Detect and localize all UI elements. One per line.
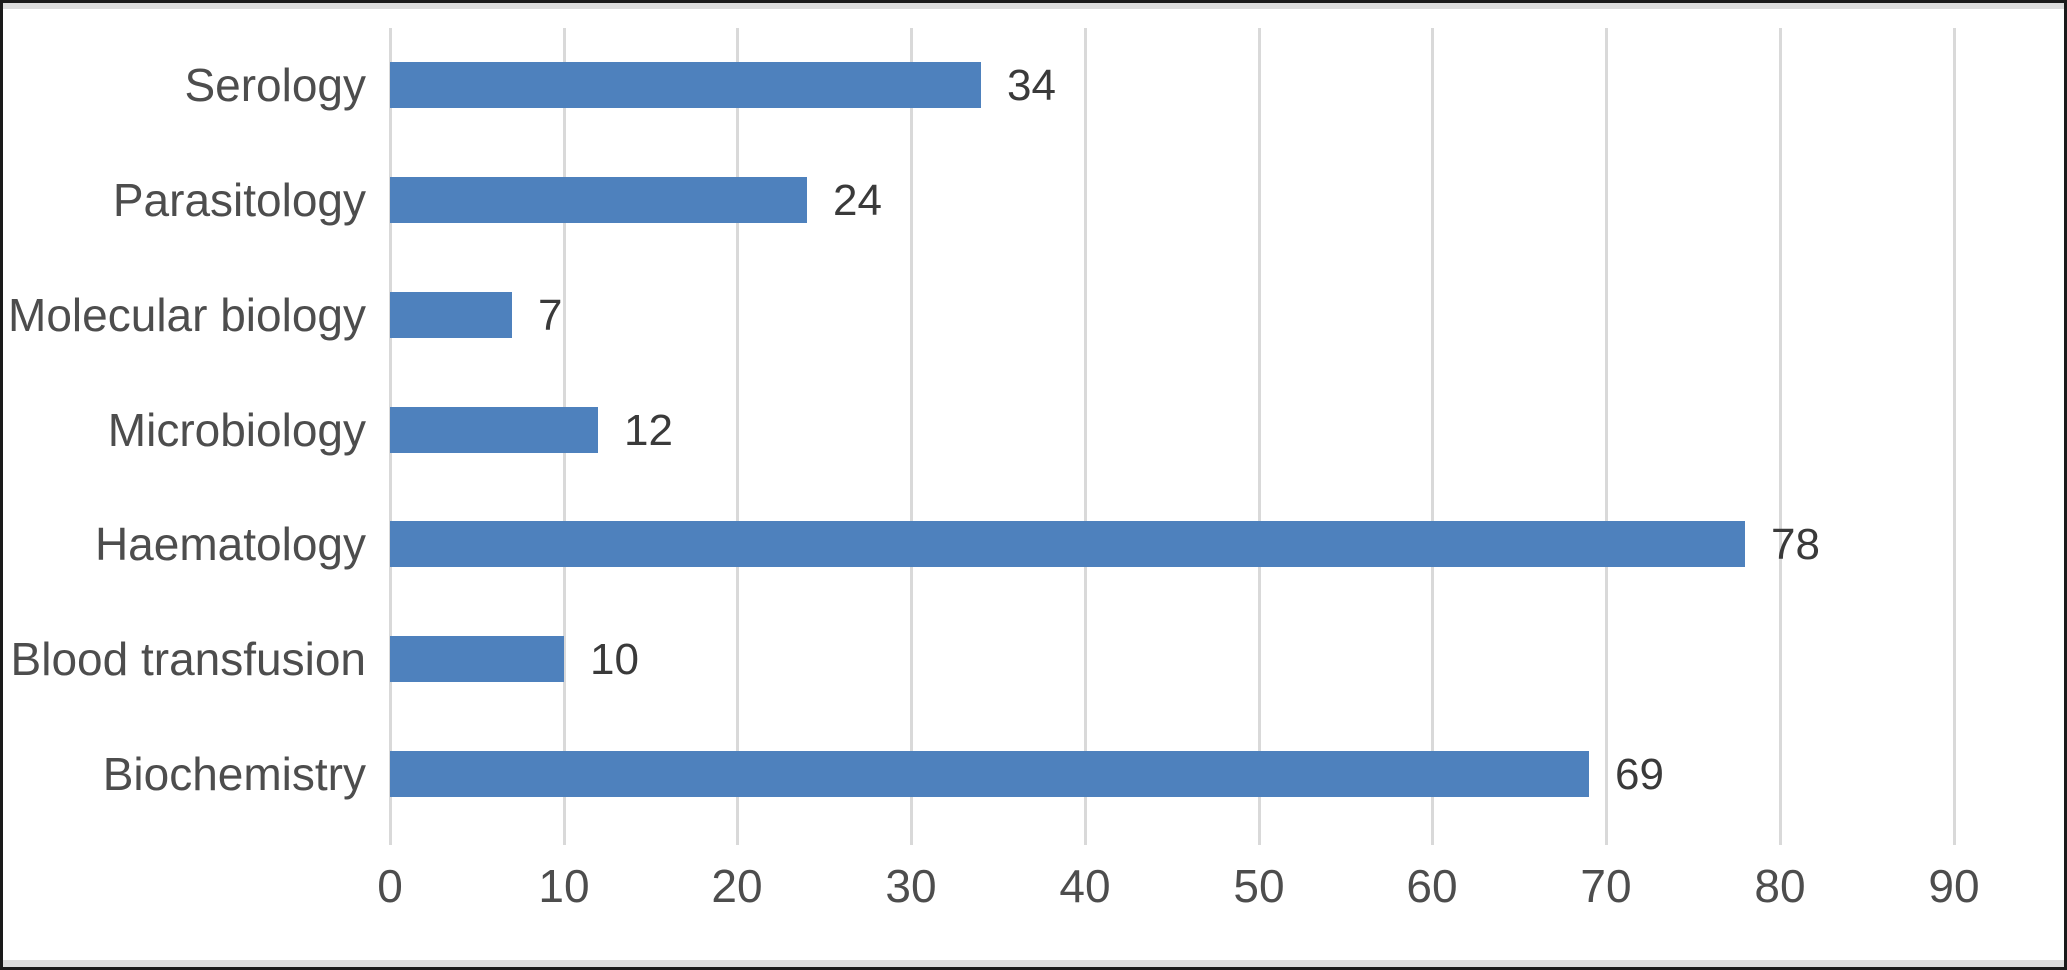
gridline-x-60 <box>1431 28 1434 845</box>
bar-chart-plot-area[interactable]: 0 10 20 30 40 50 60 70 80 90 Serology 34 Parasitolog… <box>8 28 2023 909</box>
x-axis-tick-label: 10 <box>538 860 590 912</box>
bar-microbiology[interactable] <box>390 407 598 453</box>
x-axis-tick-label: 70 <box>1580 860 1632 912</box>
x-axis-tick-label: 0 <box>377 860 403 912</box>
bar-parasitology[interactable] <box>390 177 807 223</box>
gridline-x-90 <box>1953 28 1956 845</box>
bar-haematology[interactable] <box>390 521 1745 567</box>
category-label: Serology <box>184 59 366 111</box>
bar-molecular-biology[interactable] <box>390 292 512 338</box>
value-label: 34 <box>1007 61 1056 110</box>
x-axis-tick-label: 30 <box>885 860 937 912</box>
value-label: 12 <box>624 406 673 455</box>
category-label: Blood transfusion <box>10 633 366 685</box>
bar-serology[interactable] <box>390 62 981 108</box>
gridline-x-40 <box>1084 28 1087 845</box>
value-label: 69 <box>1615 750 1664 799</box>
x-axis-tick-label: 60 <box>1406 860 1458 912</box>
value-label: 78 <box>1771 520 1820 569</box>
bar-biochemistry[interactable] <box>390 751 1589 797</box>
x-axis-tick-label: 90 <box>1928 860 1980 912</box>
bar-blood-transfusion[interactable] <box>390 636 564 682</box>
x-axis-tick-label: 20 <box>711 860 763 912</box>
gridline-x-80 <box>1779 28 1782 845</box>
x-axis-tick-label: 40 <box>1059 860 1111 912</box>
category-label: Haematology <box>94 518 366 570</box>
category-label: Biochemistry <box>102 748 366 800</box>
frame-top-strip <box>3 3 2064 9</box>
frame-bottom-strip <box>3 960 2064 967</box>
category-label: Molecular biology <box>8 289 366 341</box>
gridline-x-50 <box>1258 28 1261 845</box>
value-label: 7 <box>538 291 563 340</box>
x-axis-tick-label: 80 <box>1754 860 1806 912</box>
x-axis-tick-label: 50 <box>1233 860 1285 912</box>
gridline-x-30 <box>910 28 913 845</box>
gridline-x-20 <box>736 28 739 845</box>
gridline-x-70 <box>1605 28 1608 845</box>
category-label: Microbiology <box>107 404 366 456</box>
value-label: 10 <box>590 635 639 684</box>
value-label: 24 <box>833 176 882 225</box>
category-label: Parasitology <box>112 174 366 226</box>
